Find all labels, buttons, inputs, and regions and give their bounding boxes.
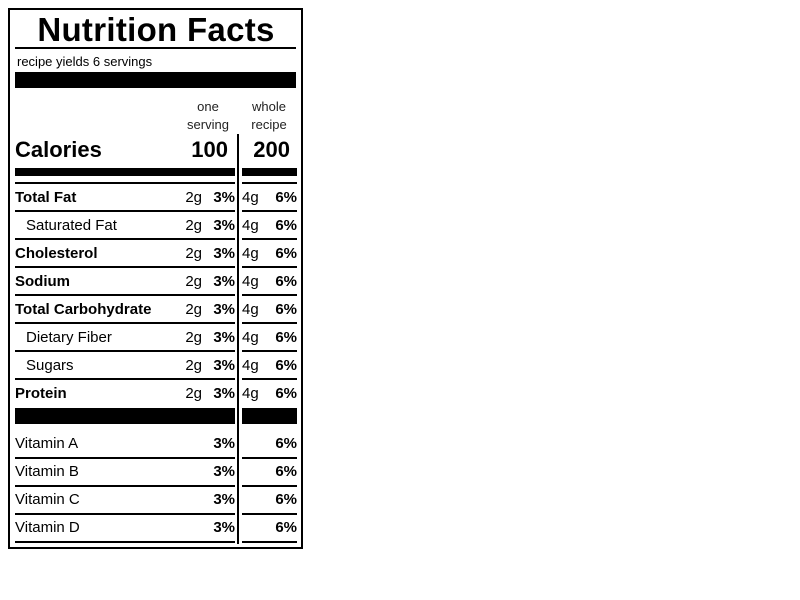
nutrient-percent-one: 3% [213,189,235,206]
nutrient-percent-one: 3% [213,357,235,374]
thick-bar-top [15,72,296,88]
nutrition-facts-label [8,8,303,549]
nutrient-amount-one: 2g [185,189,202,206]
col-whole-line2: recipe [251,117,287,132]
nutrient-amount-whole: 4g [242,329,259,346]
row-rule-left [15,238,235,240]
calories-label: Calories [15,137,102,162]
nutrient-percent-one: 3% [213,217,235,234]
vitamin-percent-one: 3% [213,491,235,508]
row-rule-right [242,350,297,352]
nutrient-percent-whole: 6% [275,273,297,290]
nutrient-percent-one: 3% [213,385,235,402]
title-rule [15,47,296,49]
vitamin-rule-right [242,541,297,543]
row-rule-left [15,350,235,352]
row-rule-right [242,210,297,212]
row-rule-left [15,182,235,184]
vitamin-name: Vitamin A [15,435,79,452]
calories-whole-value: 200 [253,137,290,162]
nutrient-amount-whole: 4g [242,357,259,374]
servings-text: recipe yields 6 servings [17,54,153,69]
vitamin-rule-left [15,457,235,459]
col-one-line1: one [197,99,219,114]
thick-bar-vitamins-left [15,408,235,424]
nutrient-percent-one: 3% [213,273,235,290]
nutrient-name: Saturated Fat [26,217,117,234]
vitamin-percent-one: 3% [213,519,235,536]
row-rule-right [242,238,297,240]
vitamin-percent-whole: 6% [275,519,297,536]
thick-bar-calories-right [242,168,297,176]
nutrient-amount-whole: 4g [242,217,259,234]
vitamin-rule-left [15,485,235,487]
nutrient-percent-one: 3% [213,245,235,262]
vitamin-rule-left [15,541,235,543]
vitamin-percent-one: 3% [213,435,235,452]
row-rule-right [242,294,297,296]
nutrient-name: Sodium [15,273,70,290]
col-one-line2: serving [187,117,229,132]
thick-bar-calories-left [15,168,235,176]
nutrient-amount-one: 2g [185,329,202,346]
vitamin-percent-one: 3% [213,463,235,480]
col-one-serving-header: one serving [178,98,238,134]
vitamin-rule-left [15,513,235,515]
nutrient-name: Cholesterol [15,245,98,262]
nutrient-name: Total Carbohydrate [15,301,152,318]
nutrient-amount-one: 2g [185,217,202,234]
nutrient-percent-whole: 6% [275,385,297,402]
row-rule-right [242,182,297,184]
nutrient-amount-whole: 4g [242,385,259,402]
nutrient-amount-one: 2g [185,301,202,318]
nutrient-amount-one: 2g [185,273,202,290]
row-rule-left [15,210,235,212]
row-rule-right [242,322,297,324]
nutrient-amount-whole: 4g [242,273,259,290]
nutrient-name: Dietary Fiber [26,329,112,346]
nutrient-percent-whole: 6% [275,329,297,346]
nutrient-percent-whole: 6% [275,245,297,262]
thick-bar-vitamins-right [242,408,297,424]
nutrient-percent-one: 3% [213,301,235,318]
nutrient-name: Sugars [26,357,74,374]
vitamin-percent-whole: 6% [275,435,297,452]
vitamin-name: Vitamin C [15,491,80,508]
calories-one-value: 100 [191,137,228,162]
nutrient-amount-one: 2g [185,245,202,262]
vitamin-name: Vitamin B [15,463,79,480]
nutrient-percent-whole: 6% [275,357,297,374]
nutrient-amount-one: 2g [185,357,202,374]
vitamin-rule-right [242,457,297,459]
nutrient-percent-whole: 6% [275,189,297,206]
vitamin-rule-right [242,513,297,515]
nutrient-amount-whole: 4g [242,301,259,318]
vitamin-percent-whole: 6% [275,463,297,480]
row-rule-left [15,378,235,380]
nutrient-percent-whole: 6% [275,301,297,318]
nutrient-name: Total Fat [15,189,77,206]
nutrient-amount-whole: 4g [242,189,259,206]
row-rule-right [242,378,297,380]
nutrient-amount-whole: 4g [242,245,259,262]
column-divider [237,134,239,544]
vitamin-name: Vitamin D [15,519,80,536]
nutrient-percent-whole: 6% [275,217,297,234]
nutrient-amount-one: 2g [185,385,202,402]
nutrient-percent-one: 3% [213,329,235,346]
vitamin-percent-whole: 6% [275,491,297,508]
vitamin-rule-right [242,485,297,487]
label-title: Nutrition Facts [37,11,275,48]
col-whole-recipe-header: whole recipe [240,98,298,134]
nutrient-name: Protein [15,385,67,402]
col-whole-line1: whole [252,99,286,114]
row-rule-left [15,294,235,296]
row-rule-left [15,266,235,268]
row-rule-left [15,322,235,324]
row-rule-right [242,266,297,268]
